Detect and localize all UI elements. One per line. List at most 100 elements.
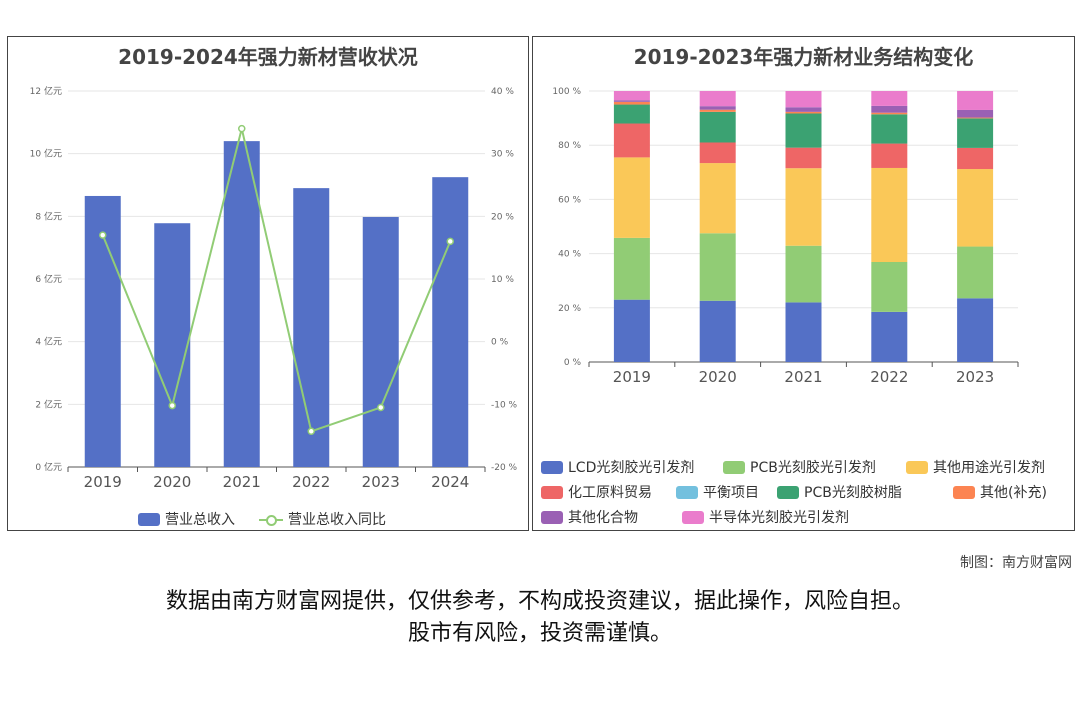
legend-item[interactable]: 半导体光刻胶光引发剂 xyxy=(682,507,849,527)
stacked-bar-segment xyxy=(957,117,994,119)
legend-item[interactable]: 平衡项目 xyxy=(676,482,759,502)
point-yoy xyxy=(377,403,385,412)
legend-swatch xyxy=(953,485,975,499)
stacked-bar-segment xyxy=(957,91,994,110)
legend-item[interactable]: PCB光刻胶树脂 xyxy=(777,482,902,502)
bar-revenue xyxy=(84,195,121,467)
point-yoy xyxy=(446,237,454,246)
legend-label: 半导体光刻胶光引发剂 xyxy=(709,510,849,526)
stacked-bar-segment xyxy=(785,245,822,303)
stacked-bar-segment xyxy=(613,104,650,124)
stacked-bar-segment xyxy=(785,302,822,362)
y-tick-label: 10 亿元 xyxy=(30,148,62,160)
y-tick-label: 12 亿元 xyxy=(30,85,62,97)
legend-item-revenue[interactable]: 营业总收入 xyxy=(138,509,235,529)
line-yoy xyxy=(101,128,452,433)
disclaimer-line-1: 数据由南方财富网提供，仅供参考，不构成投资建议，据此操作，风险自担。 xyxy=(165,589,914,614)
legend-swatch xyxy=(682,510,704,524)
legend-swatch xyxy=(541,485,563,499)
chart-credit: 制图：南方财富网 xyxy=(960,555,1072,571)
stacked-bar-segment xyxy=(613,100,650,102)
y2-tick-label: -20 % xyxy=(491,463,518,473)
stacked-bar-segment xyxy=(699,233,736,301)
y-tick-label: 8 亿元 xyxy=(35,210,62,222)
x-tick-label: 2023 xyxy=(362,473,400,491)
stacked-bar-segment xyxy=(613,123,650,158)
y2-tick-label: 40 % xyxy=(491,87,514,97)
bar-revenue xyxy=(362,216,399,467)
y-tick-label: 100 % xyxy=(552,87,581,97)
stacked-bar-segment xyxy=(699,111,736,143)
y2-tick-label: 30 % xyxy=(491,150,514,160)
point-yoy xyxy=(99,231,107,239)
revenue-chart: 0 亿元 2 亿元 4 亿元 6 亿元 8 亿元 10 亿元 12 亿元 -20 % -10 %… xyxy=(30,85,518,491)
x-tick-label: 2020 xyxy=(153,473,191,491)
stacked-bar-segment xyxy=(871,311,908,362)
stacked-bar-segment xyxy=(699,91,736,107)
stacked-bar-segment xyxy=(699,142,736,164)
y2-tick-label: -10 % xyxy=(491,400,518,410)
legend-item[interactable]: PCB光刻胶光引发剂 xyxy=(723,457,876,477)
legend-swatch xyxy=(676,485,698,499)
legend-item-yoy[interactable]: 营业总收入同比 xyxy=(259,509,386,529)
y-tick-label: 60 % xyxy=(558,195,581,205)
x-tick-label: 2024 xyxy=(431,473,469,491)
stacked-bar-segment xyxy=(957,246,994,299)
stacked-bar-segment xyxy=(613,157,650,238)
left-chart-title: 2019-2024年强力新材营收状况 xyxy=(118,45,418,69)
x-tick-label: 2021 xyxy=(223,473,261,491)
stacked-bar-segment xyxy=(871,112,908,115)
stacked-bar-segment xyxy=(871,91,908,106)
y2-tick-label: 10 % xyxy=(491,275,514,285)
y-tick-label: 0 % xyxy=(564,358,582,368)
x-tick-label: 2022 xyxy=(292,473,330,491)
legend-label: 其他化合物 xyxy=(568,510,638,526)
stacked-bar-segment xyxy=(699,106,736,110)
x-tick-label: 2022 xyxy=(870,368,908,386)
disclaimer-line-2: 股市有风险，投资需谨慎。 xyxy=(407,621,672,646)
legend-swatch xyxy=(777,485,799,499)
y-tick-label: 40 % xyxy=(558,250,581,260)
legend-swatch xyxy=(723,460,745,474)
y-tick-label: 0 亿元 xyxy=(35,461,62,473)
legend-label-yoy: 营业总收入同比 xyxy=(288,512,386,528)
stacked-bar-segment xyxy=(785,168,822,246)
stacked-bar-segment xyxy=(785,111,822,114)
point-yoy xyxy=(168,401,176,410)
stacked-bar-segment xyxy=(957,109,994,118)
bar-revenue xyxy=(293,188,330,467)
stacked-bar-segment xyxy=(613,299,650,362)
legend-item[interactable]: LCD光刻胶光引发剂 xyxy=(541,457,694,477)
legend-swatch-revenue xyxy=(138,512,160,526)
stacked-bar-segment xyxy=(613,101,650,105)
x-tick-label: 2021 xyxy=(784,368,822,386)
y-tick-label: 4 亿元 xyxy=(35,336,62,348)
left-chart-panel: 2019-2024年强力新材营收状况 0 亿元 2 亿元 4 亿元 6 亿元 8 亿元 1… xyxy=(7,36,529,531)
x-tick-label: 2019 xyxy=(613,368,651,386)
legend-swatch xyxy=(906,460,928,474)
legend-item[interactable]: 其他用途光引发剂 xyxy=(906,457,1045,477)
legend-item[interactable]: 其他化合物 xyxy=(541,507,638,527)
y-tick-label: 2 亿元 xyxy=(35,398,62,410)
stacked-bar-segment xyxy=(699,109,736,112)
x-tick-label: 2019 xyxy=(84,473,122,491)
y-tick-label: 80 % xyxy=(558,141,581,151)
legend-swatch xyxy=(541,510,563,524)
legend-swatch-yoy xyxy=(259,513,283,526)
point-yoy xyxy=(238,124,246,133)
legend-label: 其他(补充) xyxy=(980,485,1047,501)
stacked-bar-segment xyxy=(957,169,994,247)
stacked-bar-segment xyxy=(871,262,908,312)
stacked-bar-segment xyxy=(785,107,822,112)
stacked-bar-segment xyxy=(613,237,650,300)
legend-swatch xyxy=(541,460,563,474)
stacked-bar-segment xyxy=(957,298,994,362)
legend-label: PCB光刻胶光引发剂 xyxy=(750,460,876,476)
legend-item[interactable]: 化工原料贸易 xyxy=(541,482,652,502)
stacked-bar-segment xyxy=(785,91,822,108)
stacked-bar-segment xyxy=(613,91,650,101)
legend-label: PCB光刻胶树脂 xyxy=(804,485,902,501)
legend-label: LCD光刻胶光引发剂 xyxy=(568,460,695,476)
stacked-bar-segment xyxy=(785,147,822,169)
legend-item[interactable]: 其他(补充) xyxy=(953,482,1047,502)
